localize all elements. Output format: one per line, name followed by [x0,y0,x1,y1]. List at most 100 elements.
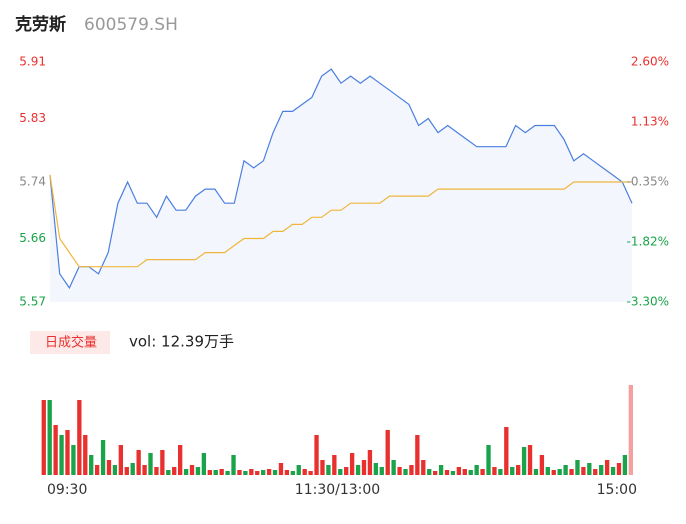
y-tick-label: 5.66 [19,231,46,245]
y-tick-label: 5.74 [19,175,46,189]
volume-tab[interactable] [30,331,110,354]
volume-bar [261,470,266,475]
volume-bar [432,471,438,475]
volume-bar [100,440,106,475]
volume-bar [308,471,313,475]
volume-bar [403,469,408,475]
stock-name: 克劳斯 [15,14,66,35]
volume-bar [557,469,562,475]
volume-bar [599,465,604,475]
volume-bar [344,467,349,475]
volume-bar [409,465,414,475]
x-tick-label: 11:30/13:00 [295,482,380,498]
volume-bar [237,470,242,475]
volume-bar [533,469,539,475]
volume-bar [510,467,515,475]
volume-bar [516,465,521,475]
y2-tick-label: -0.35% [627,175,669,189]
volume-bar [504,427,509,475]
y2-tick-label: 2.60% [631,55,669,69]
volume-bar [148,453,153,475]
volume-bar [290,471,295,475]
volume-bar [338,469,343,475]
volume-bar [355,465,361,475]
volume-bar [361,460,367,475]
volume-bar [207,470,212,475]
y2-tick-label: -1.82% [627,234,669,248]
volume-bar [593,469,598,475]
volume-bar [59,435,64,475]
volume-bar [296,465,301,475]
volume-bar [77,400,82,475]
volume-text: vol: 12.39万手 [129,333,234,351]
volume-bar [539,455,545,475]
volume-bar [622,455,628,475]
volume-bar [444,470,450,475]
volume-bar [172,467,177,475]
volume-bar [118,445,124,475]
volume-bar [326,465,331,475]
volume-bar [243,471,248,475]
volume-bar [266,469,272,475]
volume-bar [124,467,129,475]
volume-bar [391,460,396,475]
volume-bar [136,450,141,475]
volume-bar [397,467,402,475]
volume-bar [154,467,159,475]
volume-bar [450,471,456,475]
volume-bar [373,463,379,475]
volume-tab-label[interactable]: 日成交量 [45,335,97,351]
volume-bar [314,435,319,475]
volume-bar [41,400,46,475]
volume-bar [177,445,183,475]
volume-bar [581,467,586,475]
volume-bar [427,469,432,475]
volume-bar [89,455,94,475]
volume-bar [249,469,254,475]
volume-bar [367,450,373,475]
volume-bar [551,470,556,475]
volume-bar [320,460,325,475]
price-area [50,69,632,302]
volume-bar [332,455,337,475]
volume-bar [47,400,52,475]
volume-bar [527,445,533,475]
volume-bar [219,469,224,475]
volume-bar [255,471,260,475]
volume-bar [379,467,384,475]
volume-bar [160,450,165,475]
volume-bar [498,469,503,475]
volume-bar [278,463,284,475]
volume-bar [569,469,574,475]
volume-bar [225,471,230,475]
volume-bar [604,460,610,475]
y-tick-label: 5.83 [19,111,46,125]
volume-bar [112,465,118,475]
volume-bar [492,467,497,475]
volume-bar [166,470,171,475]
price-line [49,68,633,290]
volume-bar [201,453,207,475]
volume-bar [195,467,201,475]
volume-bar [415,435,420,475]
volume-bar [616,463,622,475]
volume-bar [587,463,592,475]
stock-code: 600579.SH [84,15,178,35]
y-tick-label: 5.57 [19,295,46,309]
volume-bar [456,467,462,475]
volume-bar [575,460,580,475]
volume-bar [521,447,527,475]
volume-bar [83,435,88,475]
volume-bar [272,470,278,475]
volume-bar [610,467,616,475]
x-tick-label: 15:00 [597,482,637,498]
volume-bar [486,445,491,475]
volume-bar [480,469,485,475]
volume-bar [474,465,479,475]
volume-bar [349,453,355,475]
volume-bar [421,460,426,475]
volume-bar [628,385,633,475]
volume-bar [213,470,218,475]
volume-bar [189,465,195,475]
